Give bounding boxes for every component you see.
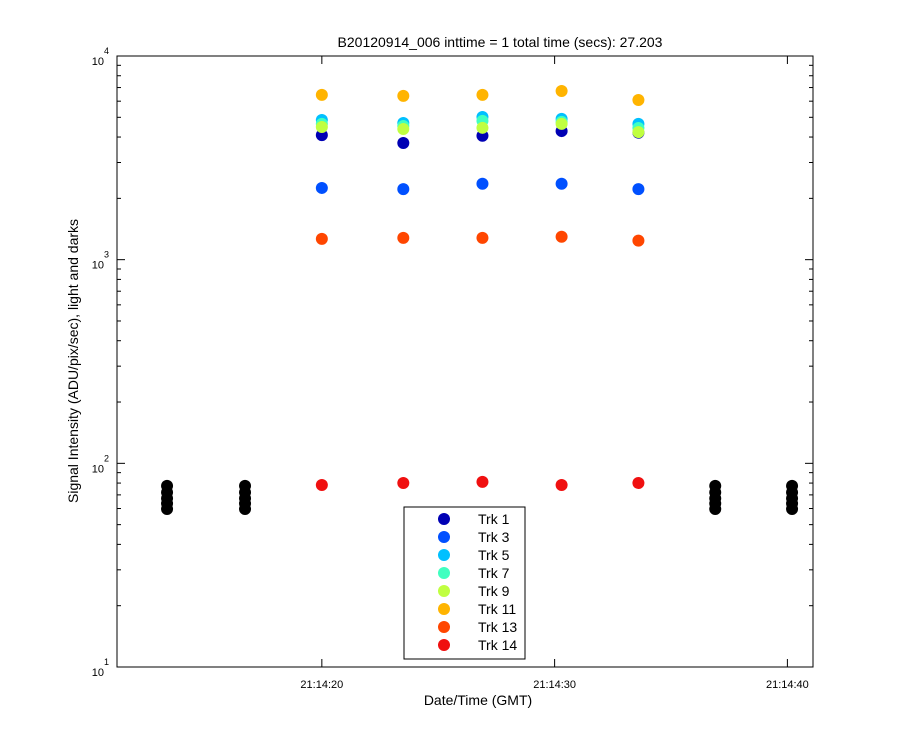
- point: [397, 476, 410, 489]
- point: [315, 121, 328, 134]
- y-tick-base: 10: [92, 260, 104, 272]
- y-tick-power: 1: [104, 657, 109, 667]
- point: [161, 502, 174, 515]
- y-tick-power: 3: [104, 250, 109, 260]
- point: [786, 502, 799, 515]
- point: [632, 126, 645, 139]
- x-tick-label: 21:14:20: [300, 679, 343, 691]
- legend-marker: [438, 549, 450, 561]
- point: [397, 231, 410, 244]
- legend-box: [403, 506, 526, 660]
- x-tick-label: 21:14:40: [766, 679, 809, 691]
- point: [476, 121, 489, 134]
- legend-label: Trk 7: [478, 565, 510, 581]
- legend-marker: [438, 513, 450, 525]
- legend-marker: [438, 531, 450, 543]
- y-tick-power: 4: [104, 46, 109, 56]
- legend-marker: [438, 621, 450, 633]
- y-tick-base: 10: [92, 56, 104, 68]
- legend-label: Trk 14: [478, 637, 517, 653]
- legend-label: Trk 5: [478, 547, 510, 563]
- point: [315, 88, 328, 101]
- legend-label: Trk 9: [478, 583, 510, 599]
- legend-label: Trk 13: [478, 619, 517, 635]
- legend-marker: [438, 585, 450, 597]
- point: [555, 85, 568, 98]
- point: [476, 475, 489, 488]
- point: [632, 94, 645, 107]
- point: [555, 117, 568, 130]
- point: [397, 136, 410, 149]
- point: [397, 183, 410, 196]
- legend-label: Trk 1: [478, 511, 510, 527]
- point: [709, 502, 722, 515]
- point: [555, 177, 568, 190]
- y-tick-base: 10: [92, 667, 104, 679]
- point: [239, 502, 252, 515]
- point: [397, 89, 410, 102]
- legend-label: Trk 3: [478, 529, 510, 545]
- chart-title: B20120914_006 inttime = 1 total time (se…: [338, 34, 663, 50]
- point: [555, 478, 568, 491]
- y-axis-label: Signal Intensity (ADU/pix/sec), light an…: [65, 219, 81, 503]
- y-tick-label: 102: [92, 453, 109, 475]
- y-tick-label: 104: [92, 46, 109, 68]
- legend-marker: [438, 603, 450, 615]
- legend-marker: [438, 639, 450, 651]
- point: [476, 88, 489, 101]
- point: [632, 183, 645, 196]
- point: [315, 181, 328, 194]
- legend-marker: [438, 567, 450, 579]
- point: [315, 478, 328, 491]
- legend-label: Trk 11: [478, 601, 516, 617]
- point: [555, 230, 568, 243]
- point: [632, 234, 645, 247]
- x-axis-label: Date/Time (GMT): [424, 692, 532, 708]
- y-tick-base: 10: [92, 463, 104, 475]
- x-tick-label: 21:14:30: [533, 679, 576, 691]
- y-tick-label: 103: [92, 250, 109, 272]
- y-tick-power: 2: [104, 453, 109, 463]
- point: [476, 231, 489, 244]
- point: [397, 123, 410, 136]
- point: [476, 177, 489, 190]
- point: [632, 476, 645, 489]
- y-tick-label: 101: [92, 657, 109, 679]
- point: [315, 232, 328, 245]
